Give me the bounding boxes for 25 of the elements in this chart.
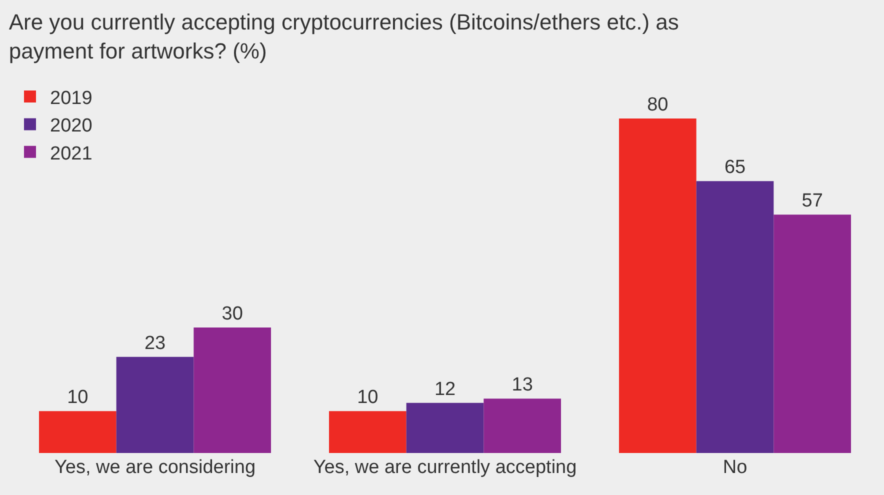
bar bbox=[774, 214, 851, 453]
x-tick-label: No bbox=[722, 457, 748, 478]
data-label: 12 bbox=[434, 378, 456, 400]
bar bbox=[619, 118, 696, 453]
bar bbox=[484, 398, 561, 453]
data-label: 57 bbox=[802, 190, 823, 212]
bar bbox=[116, 356, 194, 453]
bar bbox=[406, 402, 484, 453]
chart-title: Are you currently accepting cryptocurrencies (Bitcoins/ethers etc.) as payment for artworks? (%) bbox=[8, 10, 679, 64]
bar bbox=[194, 328, 271, 453]
data-label: 10 bbox=[357, 387, 378, 408]
data-label: 80 bbox=[647, 94, 668, 116]
data-label: 10 bbox=[67, 387, 88, 408]
bar bbox=[329, 411, 406, 453]
legend-label: 2020 bbox=[50, 116, 92, 137]
legend-label: 2021 bbox=[50, 143, 92, 164]
x-tick-label: Yes, we are currently accepting bbox=[313, 457, 577, 478]
bar bbox=[696, 181, 774, 453]
bar bbox=[39, 411, 116, 453]
data-label: 30 bbox=[222, 304, 243, 325]
x-tick-label: Yes, we are considering bbox=[54, 457, 256, 478]
data-label: 65 bbox=[724, 157, 746, 178]
data-label: 13 bbox=[512, 374, 533, 396]
data-label: 23 bbox=[144, 332, 166, 354]
legend-label: 2019 bbox=[50, 88, 92, 109]
